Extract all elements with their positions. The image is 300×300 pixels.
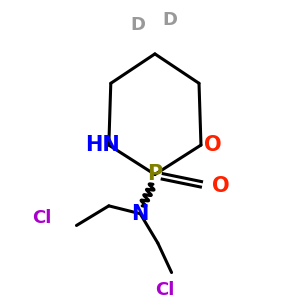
Text: P: P <box>147 164 163 184</box>
Text: O: O <box>204 135 221 155</box>
Text: N: N <box>131 204 149 224</box>
Text: HN: HN <box>85 135 120 155</box>
Text: D: D <box>131 16 146 34</box>
Text: Cl: Cl <box>32 208 52 226</box>
Text: O: O <box>212 176 230 196</box>
Text: Cl: Cl <box>155 281 174 299</box>
Text: D: D <box>162 11 177 28</box>
